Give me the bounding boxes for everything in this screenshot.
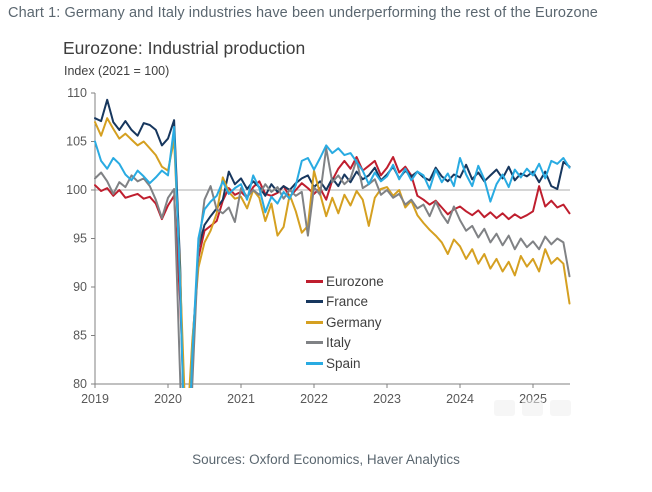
x-axis-tick-label: 2021 [227,392,255,406]
legend-item-spain: Spain [306,353,426,374]
legend-label-germany: Germany [326,314,382,330]
legend-label-italy: Italy [326,335,351,350]
sources-note: Sources: Oxford Economics, Haver Analyti… [192,452,460,467]
legend-label-eurozone: Eurozone [326,273,384,289]
legend-swatch-france [306,300,323,304]
legend-swatch-germany [306,320,323,324]
chart-unit-label: Index (2021 = 100) [64,64,170,78]
x-axis-tick-label: 2024 [446,392,474,406]
y-axis-tick-label: 95 [73,232,87,246]
series-line-spain [94,126,571,388]
y-axis-tick-label: 90 [73,280,87,294]
legend-label-france: France [326,294,369,309]
chart-heading: Chart 1: Germany and Italy industries ha… [8,5,598,21]
x-axis-tick-label: 2023 [373,392,401,406]
x-axis-tick-label: 2022 [300,392,328,406]
series-line-italy [94,147,571,388]
chart-title: Eurozone: Industrial production [63,38,306,58]
legend-item-germany: Germany [306,312,426,333]
y-axis-tick-label: 100 [66,183,87,197]
legend-item-france: France [306,292,426,313]
legend-item-italy: Italy [306,333,426,354]
watermark-ghost [494,400,515,416]
y-axis-tick-label: 110 [67,86,87,100]
x-axis-tick-label: 2020 [154,392,182,406]
legend-swatch-spain [306,361,323,365]
y-axis-tick-label: 105 [66,135,87,149]
legend-label-spain: Spain [326,355,361,371]
chart-legend: Eurozone France Germany Italy Spain [306,271,426,374]
y-axis-tick-label: 80 [73,377,87,391]
legend-item-eurozone: Eurozone [306,271,426,292]
y-axis-tick-label: 85 [73,329,87,343]
legend-swatch-eurozone [306,279,323,283]
watermark-ghost [550,400,571,416]
watermark-ghost [522,400,543,416]
x-axis-tick-label: 2019 [81,392,109,406]
legend-swatch-italy [306,341,323,345]
